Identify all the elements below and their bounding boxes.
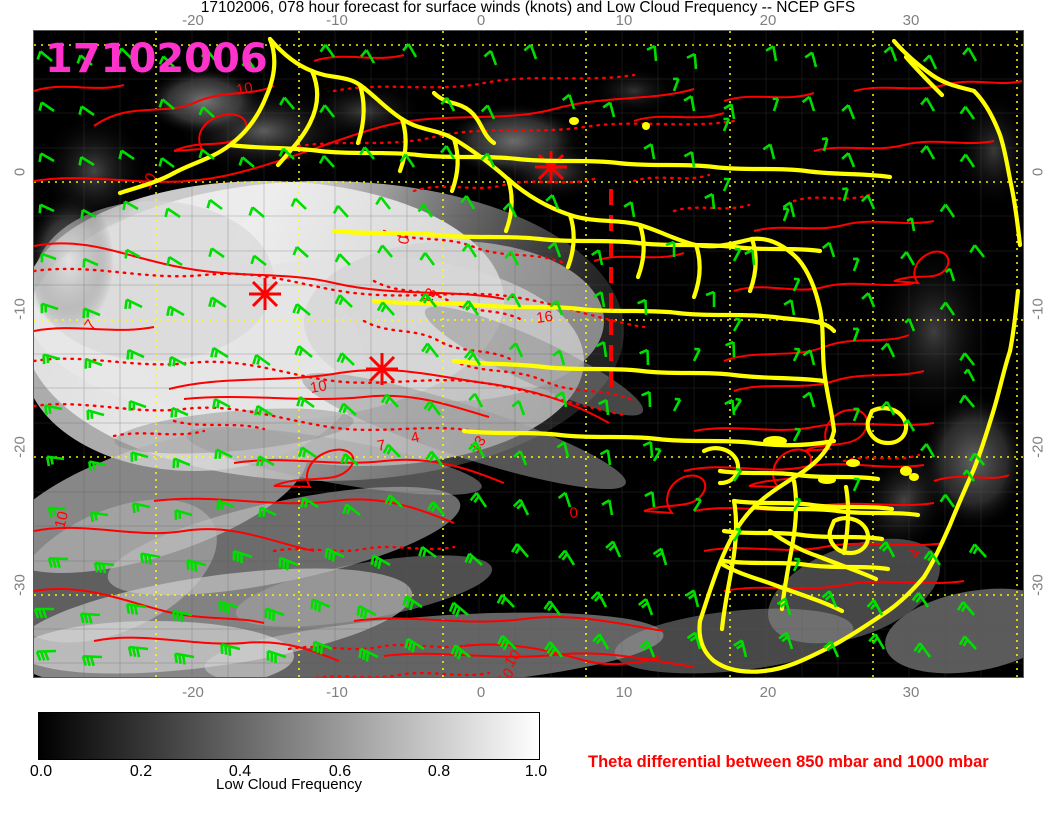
svg-text:0: 0 — [569, 504, 579, 522]
svg-text:10: 10 — [51, 510, 72, 531]
svg-text:4: 4 — [409, 429, 421, 447]
svg-text:7: 7 — [376, 437, 387, 455]
svg-text:10: 10 — [309, 377, 328, 397]
svg-text:10: 10 — [501, 647, 524, 670]
colorbar-tick-4: 0.8 — [427, 763, 451, 780]
x-tick-bottom-0: -20 — [182, 684, 204, 701]
x-tick-top-4: 20 — [759, 12, 777, 29]
x-tick-top-0: -20 — [182, 12, 204, 29]
x-tick-bottom-5: 30 — [902, 684, 920, 701]
colorbar — [38, 712, 540, 760]
x-tick-bottom-3: 10 — [615, 684, 633, 701]
svg-text:0: 0 — [395, 235, 413, 246]
x-tick-top-1: -10 — [326, 12, 348, 29]
x-tick-top-2: 0 — [476, 12, 486, 29]
y-tick-left-0: 0 — [11, 167, 29, 177]
colorbar-tick-2: 0.4 — [228, 763, 252, 780]
y-tick-right-2: -20 — [1029, 436, 1047, 458]
svg-text:16: 16 — [535, 308, 554, 327]
colorbar-label: Low Cloud Frequency — [216, 776, 362, 793]
y-tick-left-1: -10 — [11, 298, 29, 320]
page-title: 17102006, 078 hour forecast for surface … — [200, 0, 856, 16]
x-tick-bottom-1: -10 — [326, 684, 348, 701]
colorbar-tick-0: 0.0 — [29, 763, 53, 780]
y-tick-left-2: -20 — [11, 436, 29, 458]
colorbar-tick-3: 0.6 — [328, 763, 352, 780]
map-plot-area: 10 7 10 13 16 10 4 7 13 0 10 10 10 4 4 1… — [33, 30, 1024, 678]
station-markers — [249, 151, 567, 385]
x-tick-bottom-2: 0 — [476, 684, 486, 701]
colorbar-tick-1: 0.2 — [129, 763, 153, 780]
y-tick-right-1: -10 — [1029, 298, 1047, 320]
svg-text:10: 10 — [235, 79, 254, 99]
x-tick-top-5: 30 — [902, 12, 920, 29]
y-tick-left-3: -30 — [11, 574, 29, 596]
theta-differential-caption: Theta differential between 850 mbar and … — [588, 753, 989, 771]
map-canvas: 10 7 10 13 16 10 4 7 13 0 10 10 10 4 4 1… — [34, 31, 1023, 677]
cloud-frequency-field — [34, 66, 1023, 677]
date-stamp-overlay: 17102006 — [45, 36, 268, 82]
x-tick-bottom-4: 20 — [759, 684, 777, 701]
colorbar-tick-5: 1.0 — [524, 763, 548, 780]
x-tick-top-3: 10 — [615, 12, 633, 29]
inland-water — [569, 117, 919, 484]
map-svg: 10 7 10 13 16 10 4 7 13 0 10 10 10 4 4 1… — [34, 31, 1023, 677]
y-tick-right-0: 0 — [1029, 167, 1047, 177]
y-tick-right-3: -30 — [1029, 574, 1047, 596]
